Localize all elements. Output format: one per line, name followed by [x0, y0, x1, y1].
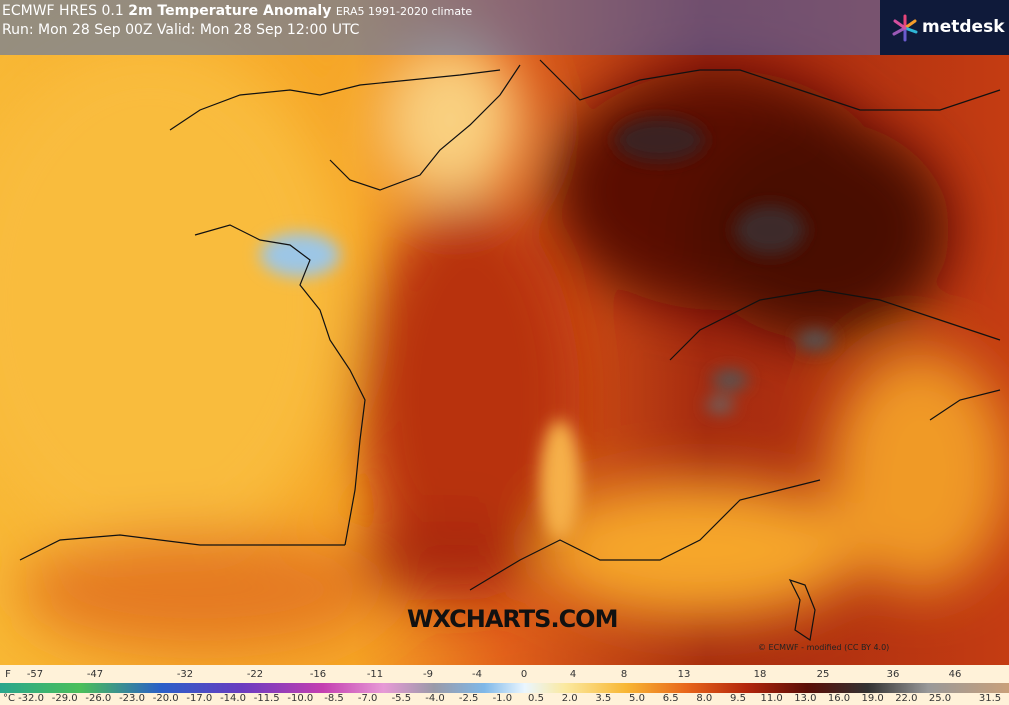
f-label: -32	[176, 669, 194, 680]
run-info: Run: Mon 28 Sep 00Z Valid: Mon 28 Sep 12…	[2, 22, 360, 38]
f-label: 46	[948, 669, 962, 680]
model: ECMWF HRES 0.1	[2, 3, 124, 19]
c-label: -1.0	[492, 693, 513, 704]
color-scale	[0, 683, 1009, 693]
c-label: 31.5	[978, 693, 1002, 704]
header: ECMWF HRES 0.1 2m Temperature Anomaly ER…	[0, 0, 880, 55]
f-label: -4	[472, 669, 482, 680]
c-label: -2.5	[458, 693, 479, 704]
logo-text: metdesk	[922, 17, 1005, 37]
title: 2m Temperature Anomaly	[128, 3, 332, 19]
c-label: 22.0	[895, 693, 918, 704]
c-label: -26.0	[85, 693, 112, 704]
f-label: 36	[886, 669, 900, 680]
c-label: -29.0	[51, 693, 78, 704]
f-unit: F	[5, 669, 11, 680]
c-label: 16.0	[827, 693, 851, 704]
legend: F -57 -47 -32 -22 -16 -11 -9 -4 0 4 8 13 18 25 36 46 °C -3…	[0, 665, 1009, 705]
f-label: 0	[520, 669, 528, 680]
logo-icon	[892, 14, 918, 42]
c-label: 2.0	[561, 693, 578, 704]
copyright: © ECMWF - modified (CC BY 4.0)	[758, 643, 890, 652]
c-label: 6.5	[662, 693, 679, 704]
c-label: 3.5	[595, 693, 612, 704]
c-label: -23.0	[119, 693, 145, 704]
c-label: -14.0	[220, 693, 246, 704]
f-label: -57	[26, 669, 44, 680]
f-label: -9	[423, 669, 433, 680]
c-label: -11.5	[253, 693, 280, 704]
f-label: 8	[620, 669, 628, 680]
c-label: 13.0	[794, 693, 817, 704]
c-label: -8.5	[324, 693, 344, 704]
f-label: -16	[309, 669, 327, 680]
c-label: -17.0	[186, 693, 213, 704]
f-label: -11	[366, 669, 384, 680]
c-label: 0.5	[528, 693, 544, 704]
f-label: 25	[816, 669, 830, 680]
c-label: -7.0	[357, 693, 378, 704]
map	[0, 0, 1009, 665]
c-label: 9.5	[730, 693, 746, 704]
c-label: 8.0	[696, 693, 713, 704]
c-label: -32.0	[18, 693, 44, 704]
f-label: -22	[246, 669, 264, 680]
logo: metdesk	[880, 0, 1009, 55]
f-label: 4	[569, 669, 577, 680]
c-label: -5.5	[391, 693, 412, 704]
c-label: -10.0	[287, 693, 314, 704]
climate: ERA5 1991-2020 climate	[335, 5, 473, 18]
c-label: 25.0	[928, 693, 952, 704]
c-unit: °C	[3, 693, 15, 704]
watermark: WXCHARTS.COM	[407, 605, 618, 633]
f-label: -47	[86, 669, 104, 680]
c-label: 5.0	[629, 693, 645, 704]
f-label: 13	[677, 669, 691, 680]
c-label: 19.0	[861, 693, 884, 704]
c-label: -4.0	[425, 693, 445, 704]
f-label: 18	[753, 669, 767, 680]
c-label: 11.0	[760, 693, 783, 704]
c-label: -20.0	[152, 693, 179, 704]
